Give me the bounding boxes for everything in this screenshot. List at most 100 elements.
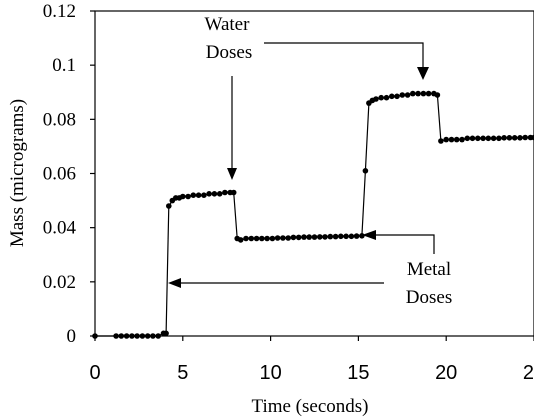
data-point (464, 135, 471, 142)
data-point (531, 134, 534, 141)
data-point (415, 90, 421, 97)
data-point (306, 234, 313, 240)
data-point (274, 235, 281, 241)
data-point (522, 134, 528, 141)
data-point (134, 333, 140, 339)
series-points (92, 90, 534, 339)
metal-doses-arrows (180, 234, 435, 284)
data-point (185, 193, 191, 200)
data-point (338, 233, 344, 240)
data-point (269, 235, 276, 242)
data-point (222, 189, 228, 196)
data-point (230, 189, 237, 196)
water-arrowhead-1 (227, 168, 237, 180)
data-point (410, 90, 416, 97)
data-point (490, 135, 497, 142)
data-point (144, 333, 151, 339)
data-point (485, 135, 492, 142)
data-point (343, 233, 349, 240)
data-point (378, 94, 385, 101)
data-point (453, 136, 460, 143)
data-point (317, 234, 323, 240)
data-point (150, 333, 156, 339)
water-doses-label-line1: Water (205, 14, 251, 35)
x-tick-label: 10 (259, 362, 281, 384)
data-point (438, 138, 444, 144)
data-point (399, 92, 406, 98)
data-point (295, 234, 302, 241)
data-point (139, 333, 146, 339)
x-tick-label: 20 (435, 362, 457, 384)
x-tick-label: 0 (89, 362, 100, 384)
y-axis-ticks: 0 0.02 0.04 0.06 0.08 0.1 0.12 (43, 1, 95, 347)
data-point (517, 135, 523, 141)
data-point (327, 233, 334, 240)
data-point (475, 135, 481, 142)
x-tick-label: 5 (177, 362, 188, 384)
data-point (394, 93, 400, 100)
data-point (280, 235, 286, 241)
data-point (348, 233, 355, 240)
metal-arrowhead-1 (362, 230, 376, 240)
data-point (216, 191, 223, 197)
data-point (322, 234, 328, 240)
data-point (496, 135, 502, 142)
metal-arrowhead-2 (168, 278, 181, 288)
data-point (459, 136, 465, 143)
series-line (95, 92, 534, 337)
metal-doses-label-line1: Metal (407, 259, 451, 280)
data-point (359, 233, 365, 239)
data-point (301, 234, 307, 240)
data-point (311, 234, 318, 240)
data-point (332, 233, 339, 240)
x-tick-label: 25 (523, 362, 534, 384)
y-axis-title: Mass (micrograms) (7, 99, 28, 247)
data-point (118, 333, 125, 339)
data-point (190, 192, 197, 198)
y-tick-label: 0.04 (43, 218, 77, 239)
data-point (383, 94, 390, 101)
data-point (237, 237, 244, 243)
data-point (501, 135, 507, 141)
data-point (480, 135, 486, 142)
data-point (180, 193, 186, 200)
x-axis-ticks: 0 5 10 15 20 25 (89, 336, 534, 384)
data-point (285, 235, 292, 241)
data-point (506, 135, 513, 141)
data-point (353, 233, 360, 239)
data-point (264, 235, 270, 242)
water-doses-label-line2: Doses (206, 42, 252, 63)
data-point (259, 235, 265, 242)
data-point (243, 235, 249, 242)
metal-doses-label-line2: Doses (406, 287, 452, 308)
water-arrowhead-2 (417, 67, 429, 80)
plot-area-frame (94, 10, 534, 337)
y-tick-label: 0.06 (43, 164, 76, 185)
data-point (206, 191, 212, 197)
water-doses-arrows (231, 42, 424, 168)
data-point (448, 136, 455, 143)
data-point (362, 168, 369, 174)
data-point (290, 234, 297, 241)
data-point (389, 93, 395, 100)
y-tick-label: 0.1 (52, 55, 76, 76)
data-point (211, 191, 218, 197)
x-tick-label: 15 (347, 362, 369, 384)
data-point (404, 92, 411, 98)
data-point (420, 90, 427, 97)
y-tick-label: 0 (67, 326, 77, 347)
data-point (201, 192, 207, 198)
data-point (113, 333, 119, 339)
y-tick-label: 0.02 (43, 272, 76, 293)
data-point (253, 235, 260, 242)
data-point (434, 92, 441, 98)
data-point (166, 203, 172, 209)
data-point (248, 235, 255, 242)
data-point (155, 333, 161, 339)
x-axis-title: Time (seconds) (252, 396, 369, 417)
y-tick-label: 0.12 (43, 1, 76, 22)
data-point (443, 136, 450, 143)
data-point (129, 333, 135, 339)
data-point (92, 333, 98, 339)
